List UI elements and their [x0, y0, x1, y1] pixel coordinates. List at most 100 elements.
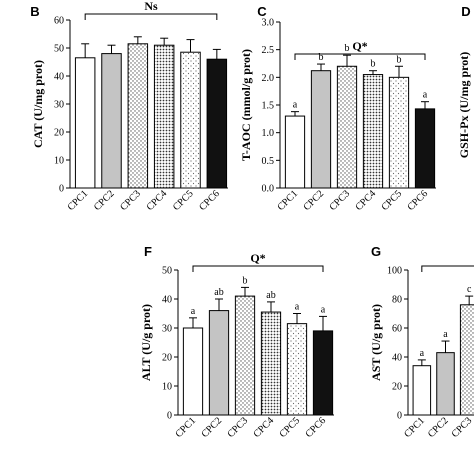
y-tick-label: 0	[167, 411, 172, 422]
bracket-label: Ns	[144, 0, 158, 13]
significance-label: a	[295, 302, 300, 313]
y-tick-label: 10	[162, 382, 172, 393]
x-tick-label: CPC6	[303, 415, 328, 440]
x-tick-label: CPC4	[145, 188, 170, 213]
bar	[260, 311, 282, 416]
bracket	[192, 265, 324, 272]
y-tick-label: 1.5	[262, 101, 275, 112]
bar	[312, 330, 334, 416]
x-tick-label: CPC3	[225, 415, 250, 440]
bracket-label: Q*	[352, 39, 367, 53]
significance-label: c	[467, 284, 472, 295]
x-tick-label: CPC5	[379, 188, 404, 213]
y-axis-label: T-AOC (mmol/g prot)	[239, 49, 253, 161]
bar	[310, 70, 332, 189]
bar	[208, 310, 230, 416]
bracket	[294, 53, 426, 60]
x-tick-label: CPC2	[301, 188, 326, 213]
bar	[127, 43, 149, 189]
significance-label: b	[319, 52, 324, 63]
y-tick-label: 0	[59, 184, 64, 195]
x-tick-label: CPC6	[405, 188, 430, 213]
bracket	[84, 13, 218, 20]
y-tick-label: 1.0	[262, 128, 275, 139]
y-tick-label: 20	[54, 128, 64, 139]
x-tick-label: CPC1	[66, 188, 91, 213]
y-tick-label: 100	[387, 266, 402, 277]
y-axis-label: CAT (U/mg prot)	[31, 60, 45, 148]
y-tick-label: 0	[397, 411, 402, 422]
x-tick-label: CPC3	[327, 188, 352, 213]
bar	[286, 323, 308, 416]
y-tick-label: 80	[392, 295, 402, 306]
y-tick-label: 40	[392, 353, 402, 364]
panel-letter: G	[371, 244, 381, 259]
y-tick-label: 20	[392, 382, 402, 393]
bar	[74, 57, 96, 189]
y-tick-label: 50	[54, 44, 64, 55]
y-tick-label: 2.0	[262, 73, 275, 84]
bar	[234, 295, 256, 416]
x-tick-label: CPC3	[450, 415, 474, 440]
y-tick-label: 60	[392, 324, 402, 335]
bar	[412, 365, 432, 416]
y-tick-label: 40	[162, 295, 172, 306]
y-tick-label: 0.0	[262, 184, 275, 195]
bar	[153, 44, 175, 189]
x-tick-label: CPC3	[118, 188, 143, 213]
bar	[436, 352, 455, 416]
bar	[459, 304, 474, 416]
y-tick-label: 10	[54, 156, 64, 167]
x-tick-label: CPC2	[426, 415, 451, 440]
y-tick-label: 30	[54, 100, 64, 111]
panel-letter: F	[144, 244, 152, 259]
x-tick-label: CPC4	[251, 415, 276, 440]
bar	[414, 108, 436, 189]
x-tick-label: CPC2	[199, 415, 224, 440]
bar	[182, 327, 204, 416]
y-axis-label: ALT (U/g prot)	[139, 304, 153, 381]
significance-label: a	[191, 306, 196, 317]
x-tick-label: CPC1	[402, 415, 427, 440]
bar	[180, 51, 201, 189]
bracket-label: Q*	[250, 251, 265, 265]
panel-letter: C	[257, 4, 267, 19]
y-tick-label: 60	[54, 16, 64, 27]
significance-label: b	[345, 43, 350, 54]
y-tick-label: 2.5	[262, 45, 275, 56]
bracket	[421, 265, 474, 272]
y-tick-label: 0.5	[262, 156, 275, 167]
significance-label: ab	[266, 290, 275, 301]
y-tick-label: 3.0	[262, 18, 275, 29]
y-tick-label: 50	[162, 266, 172, 277]
x-tick-label: CPC1	[275, 188, 300, 213]
significance-label: a	[293, 100, 298, 111]
significance-label: b	[397, 54, 402, 65]
significance-label: b	[243, 275, 248, 286]
x-tick-label: CPC1	[173, 415, 198, 440]
bar	[388, 76, 410, 189]
panel-letter: D	[461, 4, 470, 19]
significance-label: ab	[214, 287, 223, 298]
x-tick-label: CPC5	[277, 415, 302, 440]
x-tick-label: CPC4	[353, 188, 378, 213]
bar	[206, 58, 228, 189]
y-tick-label: 40	[54, 72, 64, 83]
x-tick-label: CPC2	[92, 188, 117, 213]
significance-label: a	[420, 348, 425, 359]
bar	[362, 74, 384, 189]
bar	[284, 115, 306, 189]
y-axis-label: AST (U/g prot)	[369, 304, 383, 381]
panel-letter: B	[30, 4, 39, 19]
significance-label: a	[443, 329, 448, 340]
significance-label: b	[371, 59, 376, 70]
significance-label: a	[423, 90, 428, 101]
y-axis-label: GSH-Px (U/mg prot)	[457, 52, 471, 158]
bar	[101, 53, 122, 189]
x-tick-label: CPC6	[197, 188, 222, 213]
y-tick-label: 30	[162, 324, 172, 335]
bar	[336, 65, 358, 189]
significance-label: a	[321, 304, 326, 315]
x-tick-label: CPC5	[171, 188, 196, 213]
